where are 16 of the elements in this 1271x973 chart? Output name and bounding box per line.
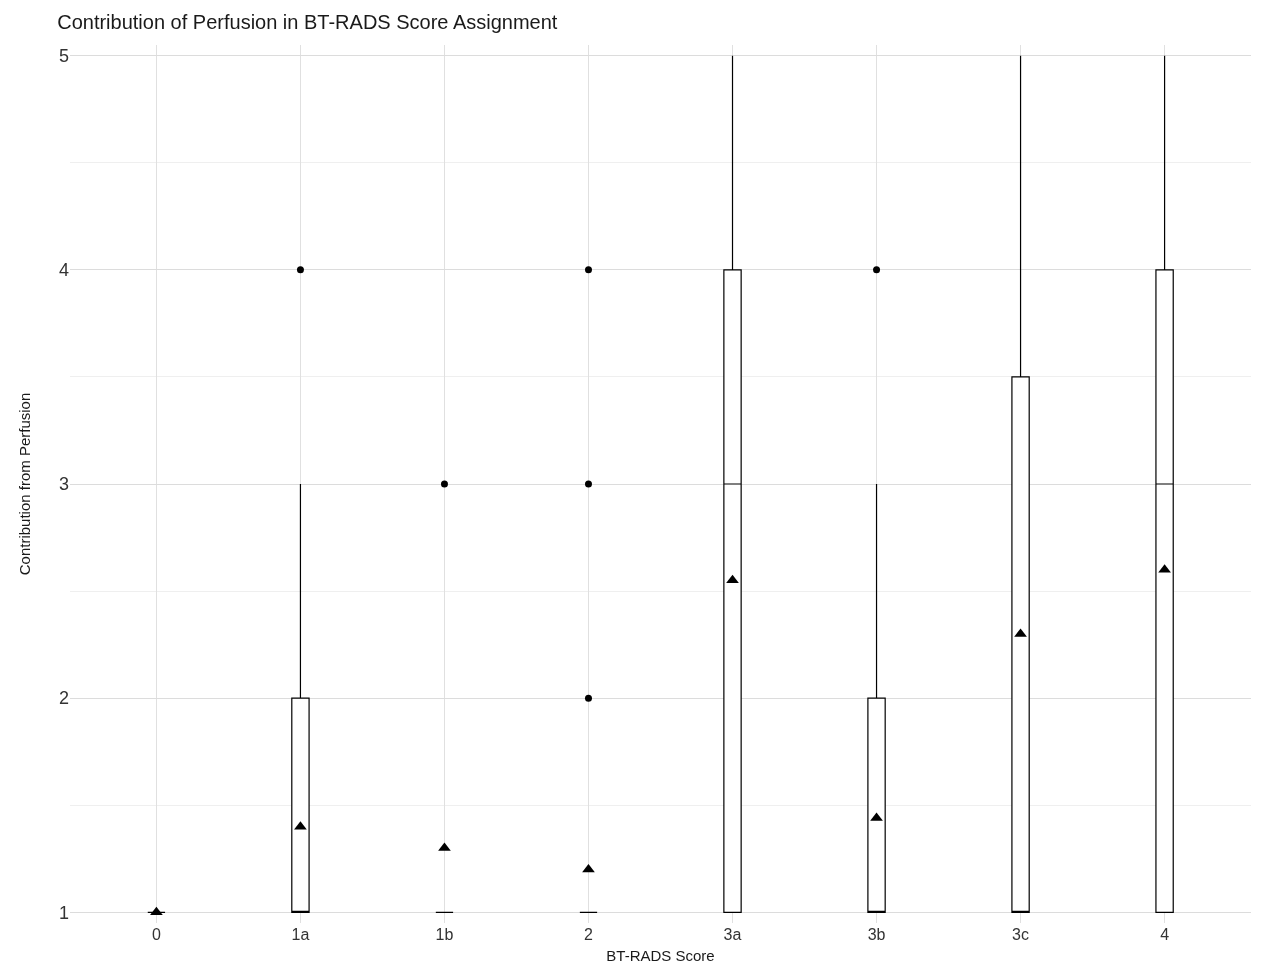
x-axis-title: BT-RADS Score (606, 947, 715, 964)
x-tick-label: 2 (584, 926, 594, 943)
y-tick-label: 3 (58, 474, 69, 495)
x-tick-label: 1a (291, 926, 310, 943)
x-tick-label: 0 (151, 926, 161, 943)
x-tick-label: 3c (1012, 926, 1030, 943)
y-axis-title: Contribution from Perfusion (16, 392, 33, 576)
x-tick-label: 4 (1160, 926, 1170, 943)
chart-title: Contribution of Perfusion in BT-RADS Score Assignment (57, 10, 558, 33)
y-tick-label: 5 (58, 46, 69, 67)
y-tick-label: 1 (58, 902, 69, 923)
y-tick-label: 4 (58, 260, 69, 281)
x-tick-label: 3b (867, 926, 886, 943)
x-tick-label: 3a (723, 926, 742, 943)
x-tick-label: 1b (435, 926, 454, 943)
y-tick-label: 2 (58, 688, 69, 709)
